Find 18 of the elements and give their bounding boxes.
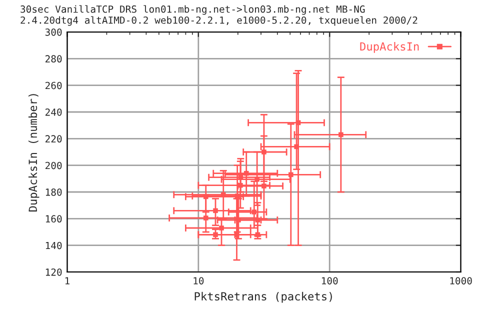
chart-title: 30sec VanillaTCP DRS lon01.mb-ng.net->lon03.mb-ng.net MB-NG 2.4.20dtg4 altAIMD-0.2 web100-2.2.1, e1000-5.2.20, txqueuelen 2000/2 [20,5,418,26]
y-tick-label: 300 [45,28,62,36]
y-tick-label: 260 [46,82,62,90]
x-axis-title: PktsRetrans (packets) [194,292,332,303]
y-tick-label: 240 [46,108,62,116]
y-tick-label: 280 [46,55,62,63]
y-tick-label: 220 [46,135,62,143]
x-tick-label: 1000 [450,277,472,284]
x-tick-label: 10 [194,277,204,284]
x-tick-label: 1 [65,277,70,284]
y-tick-label: 200 [46,162,62,170]
y-tick-label: 140 [46,242,62,250]
y-tick-label: 180 [46,188,62,196]
legend-label: DupAcksIn [360,42,419,53]
y-tick-label: 160 [46,215,62,223]
x-tick-label: 100 [322,277,338,284]
y-axis-title: DupAcksIn (number) [28,94,40,212]
y-tick-label: 120 [46,268,62,276]
